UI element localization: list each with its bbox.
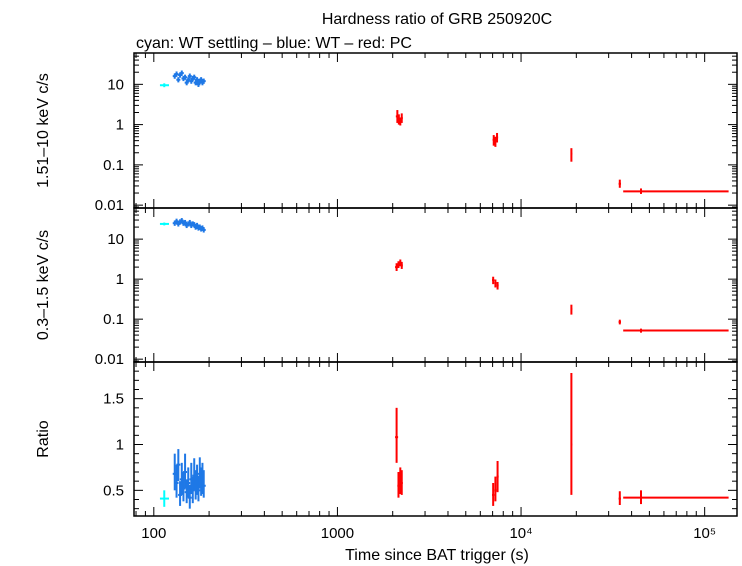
y-tick-label: 0.5 [103,482,124,499]
data-point [496,281,499,290]
series-pc [395,110,729,194]
data-point [159,83,170,88]
y-axis-label: Ratio [35,420,52,457]
panels: 0.01 0.1 1 10 1.51–10 keV c/s 0.01 0.1 1 10 0.3–1… [35,52,738,542]
y-tick-label: 10 [107,76,124,93]
data-point [570,304,573,315]
y-tick-label: 1.5 [103,391,124,408]
data-point [400,113,403,123]
data-point [192,74,197,80]
data-point [196,81,201,87]
data-point [397,261,400,268]
y-tick-label: 1 [116,117,124,134]
data-point [618,319,621,325]
data-point [400,261,403,269]
series-wt [172,70,206,87]
data-point [195,77,200,83]
data-point [186,467,191,498]
data-point [159,490,170,507]
data-point [397,472,400,498]
data-point [623,328,729,333]
data-point [395,407,399,463]
series-pc [395,373,729,506]
data-point [196,475,201,502]
x-tick-label: 10⁵ [693,525,716,542]
x-tick-label: 100 [141,525,166,542]
x-axis-label: Time since BAT trigger (s) [345,547,529,564]
data-point [184,80,189,86]
data-point [201,78,206,84]
data-point [494,279,497,288]
data-point [400,470,403,495]
y-axis-label: 1.51–10 keV c/s [35,73,52,188]
data-point [183,74,188,80]
data-point [174,464,179,498]
y-tick-label: 1 [116,271,124,288]
data-point [183,219,188,226]
data-point [623,490,729,505]
data-point [623,188,729,194]
y-axis-label: 0.3–1.5 keV c/s [35,230,52,340]
data-point [174,71,179,77]
data-point [186,77,191,83]
y-tick-label: 0.01 [95,351,124,368]
data-point [199,77,204,83]
data-point [187,484,192,509]
data-point [159,222,170,226]
series-wt [172,218,206,233]
panel-frame [133,207,738,363]
data-point [494,476,497,502]
data-point [618,491,621,505]
y-tick-label: 10 [107,231,124,248]
chart-subtitle: cyan: WT settling – blue: WT – red: PC [136,35,412,52]
panel-frame [133,361,738,517]
series-wt_settling [159,490,170,507]
data-point [176,449,181,482]
series-wt_settling [159,222,170,226]
data-point [496,461,499,493]
panel-hard: 0.01 0.1 1 10 1.51–10 keV c/s [35,52,738,214]
series-pc [395,259,729,333]
panel-soft: 0.01 0.1 1 10 0.3–1.5 keV c/s [35,207,738,368]
chart-title: Hardness ratio of GRB 250920C [322,11,552,28]
data-point [618,179,621,188]
data-point [492,483,495,506]
data-point [201,470,206,498]
series-wt [172,449,206,509]
panel-ratio: 0.5 1 1.5 Ratio 100 1000 10⁴ 10⁵ [35,361,738,542]
data-point [187,219,192,226]
data-point [179,70,184,76]
x-tick-label: 10⁴ [509,525,532,542]
data-point [183,453,188,489]
x-tick-label: 1000 [321,525,354,542]
data-point [201,227,206,233]
data-point [176,77,181,83]
series-wt_settling [159,83,170,88]
data-point [570,148,573,162]
data-point [570,373,573,495]
y-tick-label: 0.01 [95,197,124,214]
y-tick-label: 1 [116,437,124,454]
data-point [187,73,192,79]
y-tick-label: 0.1 [103,311,124,328]
y-tick-label: 0.1 [103,157,124,174]
data-point [495,132,499,143]
data-point [492,276,495,285]
panel-frame [133,52,738,209]
data-point [193,80,198,86]
